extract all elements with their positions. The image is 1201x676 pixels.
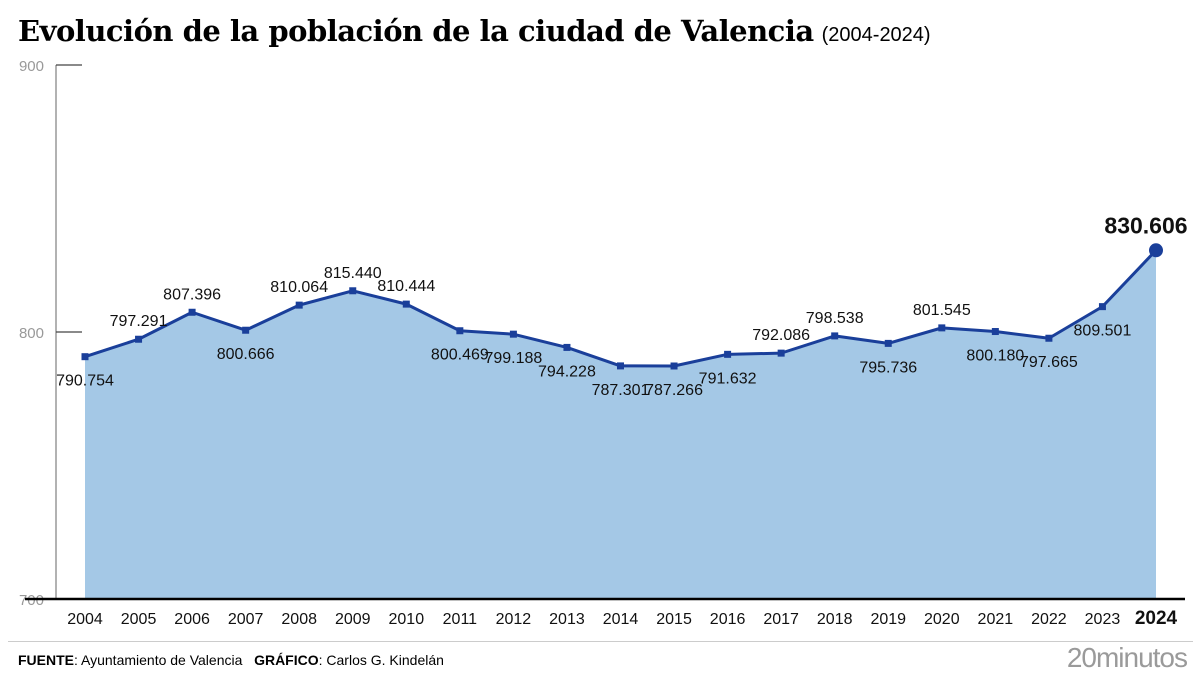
data-point	[456, 327, 464, 335]
data-point	[617, 362, 624, 370]
source-label: FUENTE	[18, 652, 74, 668]
area-fill	[85, 250, 1156, 599]
data-point	[563, 343, 571, 351]
source-text: Ayuntamiento de Valencia	[81, 652, 243, 668]
data-point	[670, 362, 678, 370]
data-point	[242, 326, 250, 334]
data-label: 795.736	[859, 359, 917, 376]
data-point	[777, 349, 785, 357]
x-tick-label: 2018	[817, 611, 853, 628]
x-tick-label: 2010	[389, 611, 425, 628]
x-tick-label: 2004	[67, 611, 103, 628]
x-tick-label: 2009	[335, 611, 371, 628]
data-label: 800.180	[966, 348, 1024, 365]
data-label: 787.266	[645, 382, 703, 399]
data-point	[724, 350, 732, 358]
x-tick-label: 2007	[228, 611, 264, 628]
data-point	[1149, 243, 1163, 258]
footer-divider	[8, 641, 1193, 642]
data-label: 799.188	[484, 350, 542, 367]
chart-title: Evolución de la población de la ciudad d…	[18, 14, 931, 48]
data-label: 792.086	[752, 327, 810, 344]
x-tick-label: 2021	[978, 611, 1014, 628]
title-text: Evolución de la población de la ciudad d…	[18, 14, 814, 48]
x-tick-label: 2016	[710, 611, 746, 628]
x-tick-label: 2022	[1031, 611, 1067, 628]
x-tick-label: 2005	[121, 611, 157, 628]
footer-credits: FUENTE: Ayuntamiento de Valencia GRÁFICO…	[18, 652, 444, 668]
brand-logo: 20minutos	[1066, 642, 1188, 673]
data-point	[295, 301, 303, 309]
data-label: 797.665	[1020, 354, 1078, 371]
data-label: 815.440	[324, 265, 382, 282]
x-tick-label: 2023	[1085, 611, 1121, 628]
y-tick-label: 700	[19, 592, 44, 609]
y-tick-label: 800	[19, 325, 44, 342]
data-label: 800.469	[431, 347, 489, 364]
data-label: 797.291	[110, 313, 168, 330]
y-tick-label: 900	[19, 58, 44, 75]
data-point	[884, 339, 892, 347]
data-point	[1045, 334, 1053, 342]
data-point	[831, 332, 839, 340]
x-tick-label: 2006	[174, 611, 210, 628]
x-tick-label: 2008	[281, 611, 317, 628]
data-label: 809.501	[1074, 323, 1132, 340]
x-tick-label: 2014	[603, 611, 639, 628]
graphic-label: GRÁFICO	[254, 652, 319, 668]
x-tick-label: 2015	[656, 611, 692, 628]
data-label: 810.064	[270, 279, 328, 296]
data-point	[1098, 303, 1106, 311]
data-label: 800.666	[217, 346, 275, 363]
data-point	[135, 335, 143, 343]
subtitle-text: (2004-2024)	[821, 24, 931, 46]
data-point	[349, 287, 357, 295]
x-tick-label: 2012	[496, 611, 532, 628]
data-label: 830.606	[1104, 212, 1187, 238]
data-label: 810.444	[377, 278, 435, 295]
x-tick-label: 2011	[443, 611, 478, 628]
data-point	[188, 308, 196, 316]
x-tick-label: 2020	[924, 611, 960, 628]
x-tick-label: 2024	[1135, 608, 1178, 629]
data-point	[938, 324, 946, 332]
data-label: 787.301	[592, 382, 650, 399]
data-label: 790.754	[56, 373, 114, 390]
data-label: 791.632	[699, 370, 757, 387]
graphic-text: Carlos G. Kindelán	[326, 652, 444, 668]
data-point	[509, 330, 517, 338]
data-point	[81, 353, 89, 361]
data-point	[402, 300, 410, 308]
data-label: 807.396	[163, 286, 221, 303]
x-tick-label: 2013	[549, 611, 585, 628]
x-tick-label: 2017	[763, 611, 799, 628]
data-label: 794.228	[538, 363, 596, 380]
data-label: 801.545	[913, 302, 971, 319]
data-point	[991, 328, 999, 336]
data-label: 798.538	[806, 310, 864, 327]
x-tick-label: 2019	[870, 611, 906, 628]
